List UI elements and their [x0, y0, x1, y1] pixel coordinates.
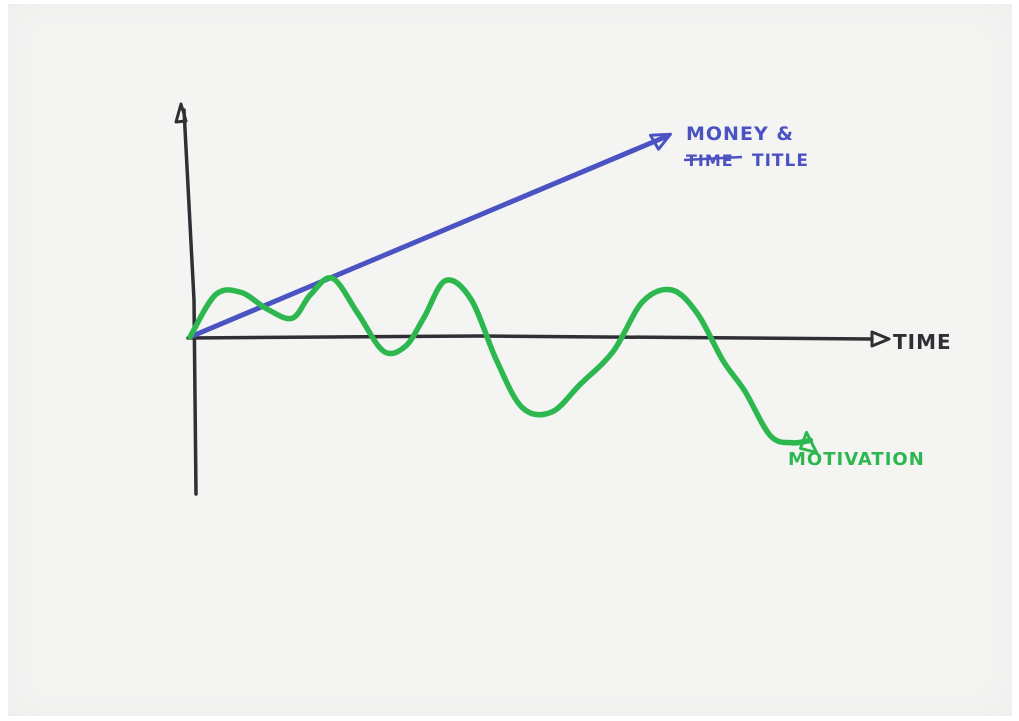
series-arrow-money: [649, 132, 672, 151]
series-label-money-struck: TIME: [686, 151, 734, 170]
series-label-money-line2: TITLE: [752, 151, 809, 171]
series-line-motivation: [187, 275, 814, 446]
y-axis-arrow: [174, 102, 188, 124]
x-axis-label: TIME: [893, 330, 952, 354]
series-label-motivation: MOTIVATION: [788, 449, 925, 470]
strikethrough-mark: [683, 155, 743, 162]
y-axis: [182, 108, 198, 496]
series-line-money: [187, 134, 667, 340]
x-axis-arrow: [870, 330, 891, 348]
series-label-money-line1: MONEY &: [686, 123, 794, 145]
series-arrow-motivation: [799, 430, 818, 454]
x-axis: [186, 334, 874, 341]
